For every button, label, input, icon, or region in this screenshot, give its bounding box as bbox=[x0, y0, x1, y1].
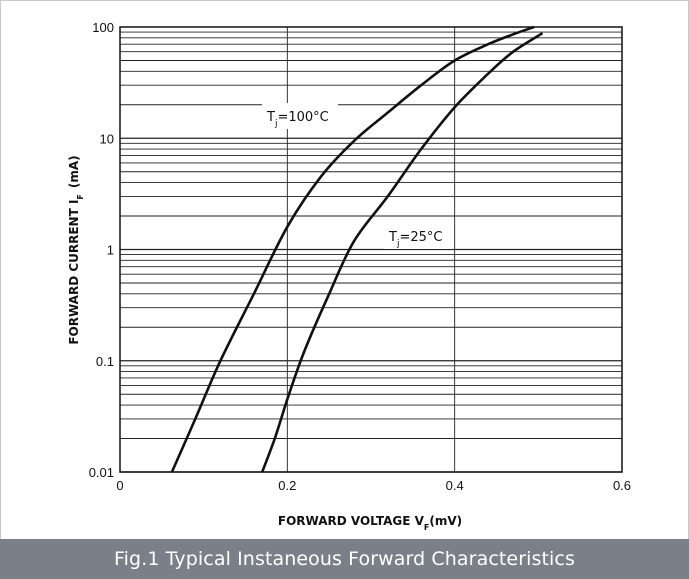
series-label-25c-sub: j bbox=[396, 239, 400, 249]
plot-area-border bbox=[119, 26, 623, 473]
series-label-25c-name: T bbox=[388, 230, 397, 245]
y-tick-label: 1 bbox=[107, 243, 114, 258]
y-tick-label: 10 bbox=[100, 131, 114, 146]
x-axis-label-unit: (mV) bbox=[429, 514, 462, 528]
series-label-100c: Tj=100°C bbox=[262, 103, 338, 129]
x-tick-label: 0.6 bbox=[613, 478, 631, 493]
curve-tj-100c bbox=[170, 25, 535, 473]
grid-lines bbox=[120, 27, 622, 473]
figure-caption-bar: Fig.1 Typical Instaneous Forward Charact… bbox=[0, 539, 689, 579]
series-label-25c-suffix: =25°C bbox=[399, 230, 442, 245]
x-tick-label: 0.4 bbox=[446, 478, 464, 493]
x-axis-label-main: FORWARD VOLTAGE V bbox=[278, 514, 425, 528]
y-axis-label-sub: F bbox=[76, 194, 85, 199]
figure-caption: Fig.1 Typical Instaneous Forward Charact… bbox=[114, 548, 575, 570]
x-axis-label-sub: F bbox=[424, 523, 429, 532]
y-axis-label-unit: (mA) bbox=[67, 155, 81, 188]
series-label-100c-name: T bbox=[266, 110, 275, 125]
series-label-100c-sub: j bbox=[274, 119, 278, 129]
series-label-100c-suffix: =100°C bbox=[277, 110, 328, 125]
x-tick-label: 0.2 bbox=[278, 478, 296, 493]
y-axis-label: FORWARD CURRENT IF (mA) bbox=[67, 155, 85, 344]
y-tick-label: 0.01 bbox=[89, 465, 114, 480]
curve-tj-25c bbox=[260, 32, 544, 473]
svg-text:Tj=100°C: Tj=100°C bbox=[266, 110, 329, 129]
y-axis-label-main: FORWARD CURRENT I bbox=[67, 200, 81, 345]
y-tick-label: 100 bbox=[92, 20, 114, 35]
tick-labels: 0.01 0.1 1 10 100 0 0.2 0.4 0.6 bbox=[89, 20, 631, 493]
series-label-25c: Tj=25°C bbox=[384, 223, 452, 249]
y-tick-label: 0.1 bbox=[96, 354, 114, 369]
svg-text:Tj=25°C: Tj=25°C bbox=[388, 230, 442, 249]
x-axis-label: FORWARD VOLTAGE VF(mV) bbox=[278, 514, 462, 532]
series-curves bbox=[170, 25, 544, 473]
x-tick-label: 0 bbox=[116, 478, 123, 493]
